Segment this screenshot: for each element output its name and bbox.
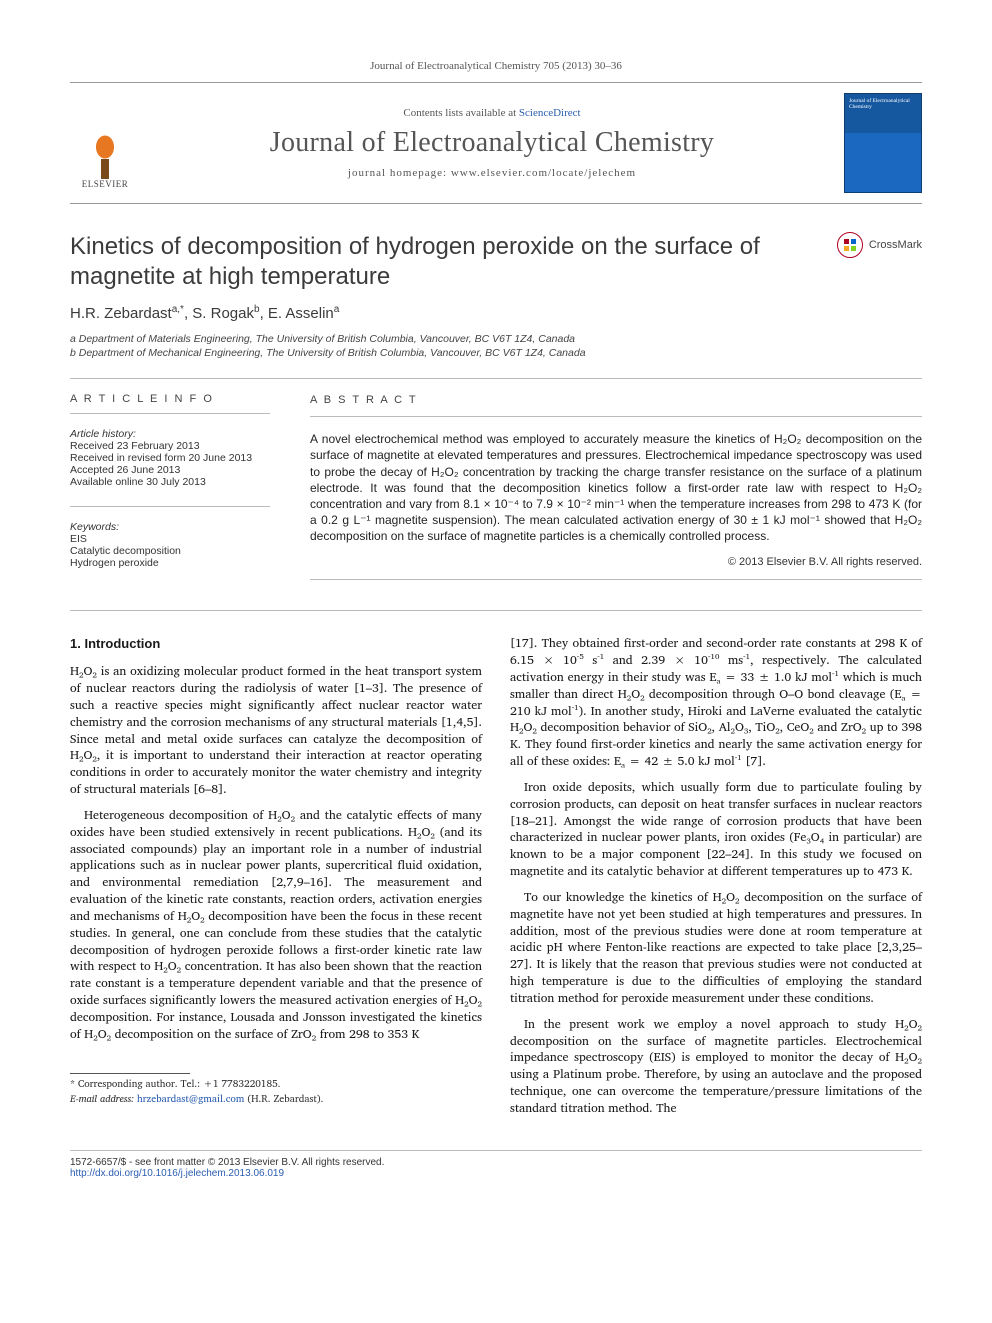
- history-received: Received 23 February 2013: [70, 440, 270, 452]
- crossmark-label: CrossMark: [869, 239, 922, 251]
- contents-available-line: Contents lists available at ScienceDirec…: [150, 107, 834, 119]
- abstract-copyright: © 2013 Elsevier B.V. All rights reserved…: [310, 555, 922, 570]
- footnote-rule: [70, 1073, 190, 1074]
- email-tail: (H.R. Zebardast).: [247, 1091, 323, 1107]
- article-title: Kinetics of decomposition of hydrogen pe…: [70, 232, 817, 292]
- intro-p6: In the present work we employ a novel ap…: [510, 1016, 922, 1117]
- homepage-prefix: journal homepage:: [348, 167, 451, 179]
- homepage-url[interactable]: www.elsevier.com/locate/jelechem: [451, 167, 636, 179]
- journal-name: Journal of Electroanalytical Chemistry: [150, 127, 834, 159]
- author-1: H.R. Zebardasta,*: [70, 305, 184, 322]
- page-footer: 1572-6657/$ - see front matter © 2013 El…: [70, 1150, 922, 1179]
- divider: [70, 506, 270, 507]
- article-info-block: A R T I C L E I N F O Article history: R…: [70, 393, 270, 594]
- journal-masthead: ELSEVIER Contents lists available at Sci…: [70, 82, 922, 204]
- contents-prefix: Contents lists available at: [403, 107, 518, 119]
- abstract-heading: A B S T R A C T: [310, 393, 922, 408]
- cover-title: Journal of Electroanalytical Chemistry: [849, 98, 917, 110]
- body-two-column: 1. Introduction H₂O₂ is an oxidizing mol…: [70, 635, 922, 1125]
- history-online: Available online 30 July 2013: [70, 476, 270, 488]
- affiliation-a: a Department of Materials Engineering, T…: [70, 332, 922, 346]
- divider: [70, 610, 922, 611]
- abstract-text: A novel electrochemical method was emplo…: [310, 431, 922, 544]
- journal-cover-thumbnail: Journal of Electroanalytical Chemistry: [844, 93, 922, 193]
- intro-p2: Heterogeneous decomposition of H₂O₂ and …: [70, 807, 482, 1043]
- email-label: E-mail address:: [70, 1091, 134, 1107]
- abstract-block: A B S T R A C T A novel electrochemical …: [310, 393, 922, 594]
- keyword-2: Catalytic decomposition: [70, 545, 270, 557]
- history-revised: Received in revised form 20 June 2013: [70, 452, 270, 464]
- doi-link[interactable]: http://dx.doi.org/10.1016/j.jelechem.201…: [70, 1168, 284, 1179]
- divider: [70, 378, 922, 379]
- intro-p4: Iron oxide deposits, which usually form …: [510, 779, 922, 880]
- keyword-1: EIS: [70, 533, 270, 545]
- history-accepted: Accepted 26 June 2013: [70, 464, 270, 476]
- footer-front-matter: 1572-6657/$ - see front matter © 2013 El…: [70, 1157, 922, 1168]
- divider: [310, 416, 922, 417]
- sciencedirect-link[interactable]: ScienceDirect: [519, 107, 581, 119]
- elsevier-tree-icon: [81, 127, 129, 179]
- crossmark-icon: [837, 232, 863, 258]
- author-list: H.R. Zebardasta,*, S. Rogakb, E. Asselin…: [70, 304, 922, 322]
- divider: [70, 413, 270, 414]
- author-email-link[interactable]: hrzebardast@gmail.com: [137, 1091, 244, 1107]
- affiliation-b: b Department of Mechanical Engineering, …: [70, 346, 922, 360]
- intro-p3: [17]. They obtained first-order and seco…: [510, 635, 922, 770]
- author-2: S. Rogakb: [192, 305, 259, 322]
- affiliations: a Department of Materials Engineering, T…: [70, 332, 922, 360]
- crossmark-badge[interactable]: CrossMark: [837, 232, 922, 258]
- keywords-label: Keywords:: [70, 521, 270, 533]
- elsevier-logo-text: ELSEVIER: [82, 179, 129, 189]
- divider: [310, 579, 922, 580]
- intro-p5: To our knowledge the kinetics of H₂O₂ de…: [510, 889, 922, 1007]
- author-3: E. Asselina: [268, 305, 339, 322]
- citation-line: Journal of Electroanalytical Chemistry 7…: [70, 60, 922, 72]
- keyword-3: Hydrogen peroxide: [70, 557, 270, 569]
- history-label: Article history:: [70, 428, 270, 440]
- section-1-heading: 1. Introduction: [70, 635, 482, 653]
- journal-homepage-line: journal homepage: www.elsevier.com/locat…: [150, 167, 834, 179]
- article-info-heading: A R T I C L E I N F O: [70, 393, 270, 405]
- intro-p1: H₂O₂ is an oxidizing molecular product f…: [70, 663, 482, 798]
- elsevier-logo: ELSEVIER: [70, 93, 140, 193]
- author-email-line: E-mail address: hrzebardast@gmail.com (H…: [70, 1093, 482, 1107]
- corresponding-author-note: * Corresponding author. Tel.: +1 7783220…: [70, 1078, 482, 1092]
